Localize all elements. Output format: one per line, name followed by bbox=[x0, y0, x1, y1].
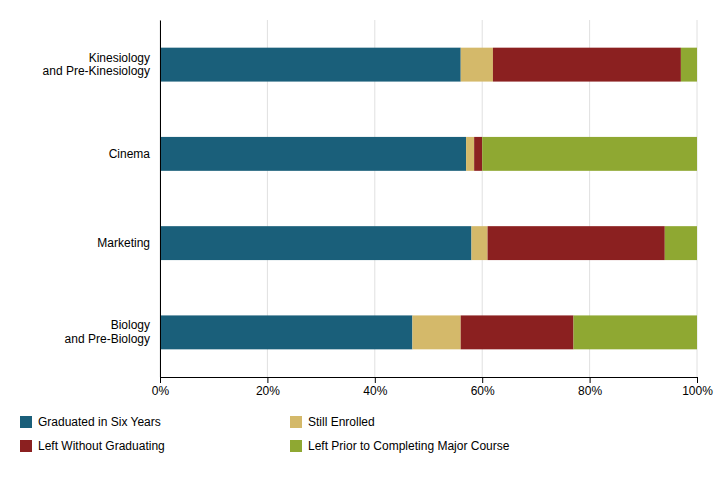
axis-line bbox=[161, 378, 698, 384]
chart: 0% 20% 40% 60% 80% 100% Kinesiologyand Pre-Kin… bbox=[0, 0, 727, 487]
legend-swatch bbox=[20, 416, 32, 428]
tick-label: 0% bbox=[152, 384, 170, 398]
tick-label: Kinesiologyand Pre-Kinesiology bbox=[43, 51, 150, 79]
legend-item: Still Enrolled bbox=[290, 415, 375, 429]
tick: 40% bbox=[363, 377, 387, 398]
bar bbox=[474, 137, 482, 171]
bar bbox=[160, 226, 471, 260]
tick-mark bbox=[267, 377, 268, 383]
bar bbox=[461, 48, 493, 82]
bar bbox=[482, 137, 697, 171]
x-axis: 0% 20% 40% 60% 80% 100% bbox=[152, 377, 713, 398]
bar bbox=[160, 315, 412, 349]
legend-item: Left Prior to Completing Major Course bbox=[290, 439, 510, 453]
bars bbox=[160, 48, 697, 350]
grid bbox=[160, 20, 697, 377]
tick: Biologyand Pre-Biology bbox=[65, 318, 150, 346]
tick-label: 80% bbox=[578, 384, 602, 398]
tick-label: 60% bbox=[471, 384, 495, 398]
bar bbox=[471, 226, 487, 260]
legend-swatch bbox=[20, 440, 32, 452]
series bbox=[482, 48, 697, 350]
bar bbox=[412, 315, 460, 349]
plot: 0% 20% 40% 60% 80% 100% Kinesiologyand Pre-Kin… bbox=[43, 20, 714, 398]
legend-label: Left Without Graduating bbox=[38, 439, 165, 453]
axis-line bbox=[160, 21, 161, 378]
tick-label: Marketing bbox=[97, 236, 150, 250]
tick-label: 100% bbox=[682, 384, 713, 398]
y-axis: Kinesiologyand Pre-Kinesiology Cinema Mark… bbox=[43, 21, 161, 378]
bar bbox=[665, 226, 697, 260]
tick: Cinema bbox=[109, 147, 151, 161]
tick-label: 20% bbox=[256, 384, 280, 398]
tick: 0% bbox=[152, 377, 170, 398]
bar bbox=[573, 315, 697, 349]
tick: 100% bbox=[682, 377, 713, 398]
legend-swatch bbox=[290, 416, 302, 428]
tick: 80% bbox=[578, 377, 602, 398]
tick-mark bbox=[590, 377, 591, 383]
legend: Graduated in Six Years Still Enrolled Left… bbox=[20, 415, 510, 453]
tick: Kinesiologyand Pre-Kinesiology bbox=[43, 51, 150, 79]
legend-label: Still Enrolled bbox=[308, 415, 375, 429]
tick: 60% bbox=[471, 377, 495, 398]
tick-mark bbox=[697, 377, 698, 383]
legend-label: Left Prior to Completing Major Course bbox=[308, 439, 510, 453]
bar bbox=[488, 226, 665, 260]
bar bbox=[493, 48, 681, 82]
legend-item: Graduated in Six Years bbox=[20, 415, 161, 429]
tick-label: 40% bbox=[363, 384, 387, 398]
tick-mark bbox=[375, 377, 376, 383]
tick-label: Biologyand Pre-Biology bbox=[65, 318, 150, 346]
tick-label: Cinema bbox=[109, 147, 151, 161]
legend-label: Graduated in Six Years bbox=[38, 415, 161, 429]
bar bbox=[160, 137, 466, 171]
bar bbox=[461, 315, 574, 349]
tick: 20% bbox=[256, 377, 280, 398]
series bbox=[412, 48, 493, 350]
bar bbox=[466, 137, 474, 171]
tick-mark bbox=[482, 377, 483, 383]
grid-line bbox=[160, 20, 161, 377]
legend-item: Left Without Graduating bbox=[20, 439, 165, 453]
tick-mark bbox=[160, 377, 161, 383]
series bbox=[160, 48, 471, 350]
bar bbox=[681, 48, 697, 82]
tick: Marketing bbox=[97, 236, 150, 250]
series bbox=[461, 48, 681, 350]
bar bbox=[160, 48, 461, 82]
legend-swatch bbox=[290, 440, 302, 452]
